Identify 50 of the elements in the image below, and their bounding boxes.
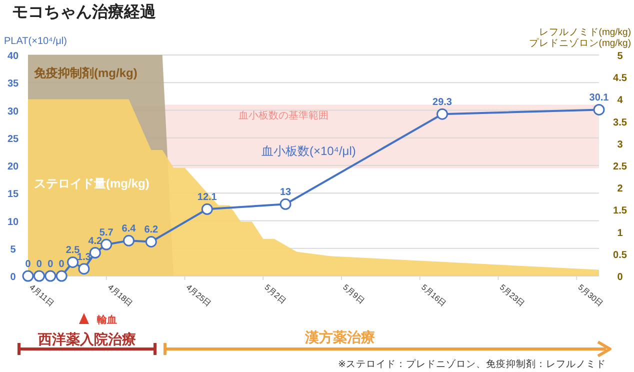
band-label: 血小板数の基準範囲	[238, 110, 328, 122]
data-label: 13	[280, 187, 292, 198]
data-label: 0	[58, 259, 65, 270]
data-label: 6.2	[144, 224, 159, 236]
y-tick-label: 40	[7, 51, 19, 62]
x-tick-label: 5月23日	[498, 282, 526, 308]
x-tick-label: 4月25日	[184, 282, 213, 308]
x-tick-label: 5月16日	[420, 282, 448, 308]
x-tick-label: 4月18日	[106, 282, 134, 308]
y-tick-label: 20	[7, 162, 19, 172]
y2-tick-label: 3	[617, 139, 624, 150]
text: ※ステロイド：プレドニゾロン、免疫抑制剤：レフルノミド	[338, 358, 606, 370]
series-label: 免疫抑制剤(mg/kg)	[33, 66, 138, 80]
data-label: 0	[48, 259, 54, 270]
y2-tick-label: 5	[617, 51, 624, 62]
y2-tick-label: 4	[617, 95, 624, 106]
y-tick-label: 0	[10, 272, 16, 283]
y2-tick-label: 2.5	[613, 162, 628, 172]
data-label: 0	[25, 259, 32, 270]
y-tick-label: 15	[7, 189, 19, 200]
chart-title: モコちゃん治療経過	[12, 3, 157, 21]
data-label: 30.1	[589, 92, 610, 104]
data-label: 6.4	[122, 224, 136, 235]
y-tick-label: 10	[7, 216, 19, 228]
y-tick-label: 25	[7, 134, 19, 145]
text: 輸血	[96, 314, 117, 326]
data-label: 0	[36, 259, 42, 270]
series-label: ステロイド量(mg/kg)	[34, 176, 150, 191]
x-tick-label: 4月11日	[28, 282, 56, 308]
y2-tick-label: 0.5	[613, 250, 628, 261]
x-tick-label: 5月2日	[262, 282, 288, 306]
x-tick-label: 5月30日	[576, 282, 605, 308]
y2-tick-label: 1.5	[613, 206, 628, 217]
y2-tick-label: 4.5	[613, 73, 628, 84]
y2-tick-label: 0	[617, 272, 624, 283]
y-axis-title: PLAT(×10⁴/μl)	[4, 36, 67, 47]
series-label: 血小板数(×10⁴/μl)	[261, 144, 356, 158]
data-label: 1.3	[77, 252, 92, 263]
text: 漢方薬治療	[304, 329, 375, 345]
y-tick-label: 5	[10, 244, 16, 256]
data-label: 4.2	[88, 236, 103, 247]
y2-tick-label: 3.5	[613, 117, 628, 128]
text: 西洋薬入院治療	[37, 331, 136, 347]
y-tick-label: 30	[7, 106, 19, 118]
y2-axis-title: レフルノミド(mg/kg) プレドニゾロン(mg/kg)	[528, 27, 631, 49]
y-tick-label: 35	[7, 78, 19, 90]
data-label: 29.3	[432, 97, 452, 108]
y2-tick-label: 2	[617, 184, 624, 195]
x-tick-label: 5月9日	[341, 282, 366, 306]
y2-tick-label: 1	[617, 228, 624, 239]
